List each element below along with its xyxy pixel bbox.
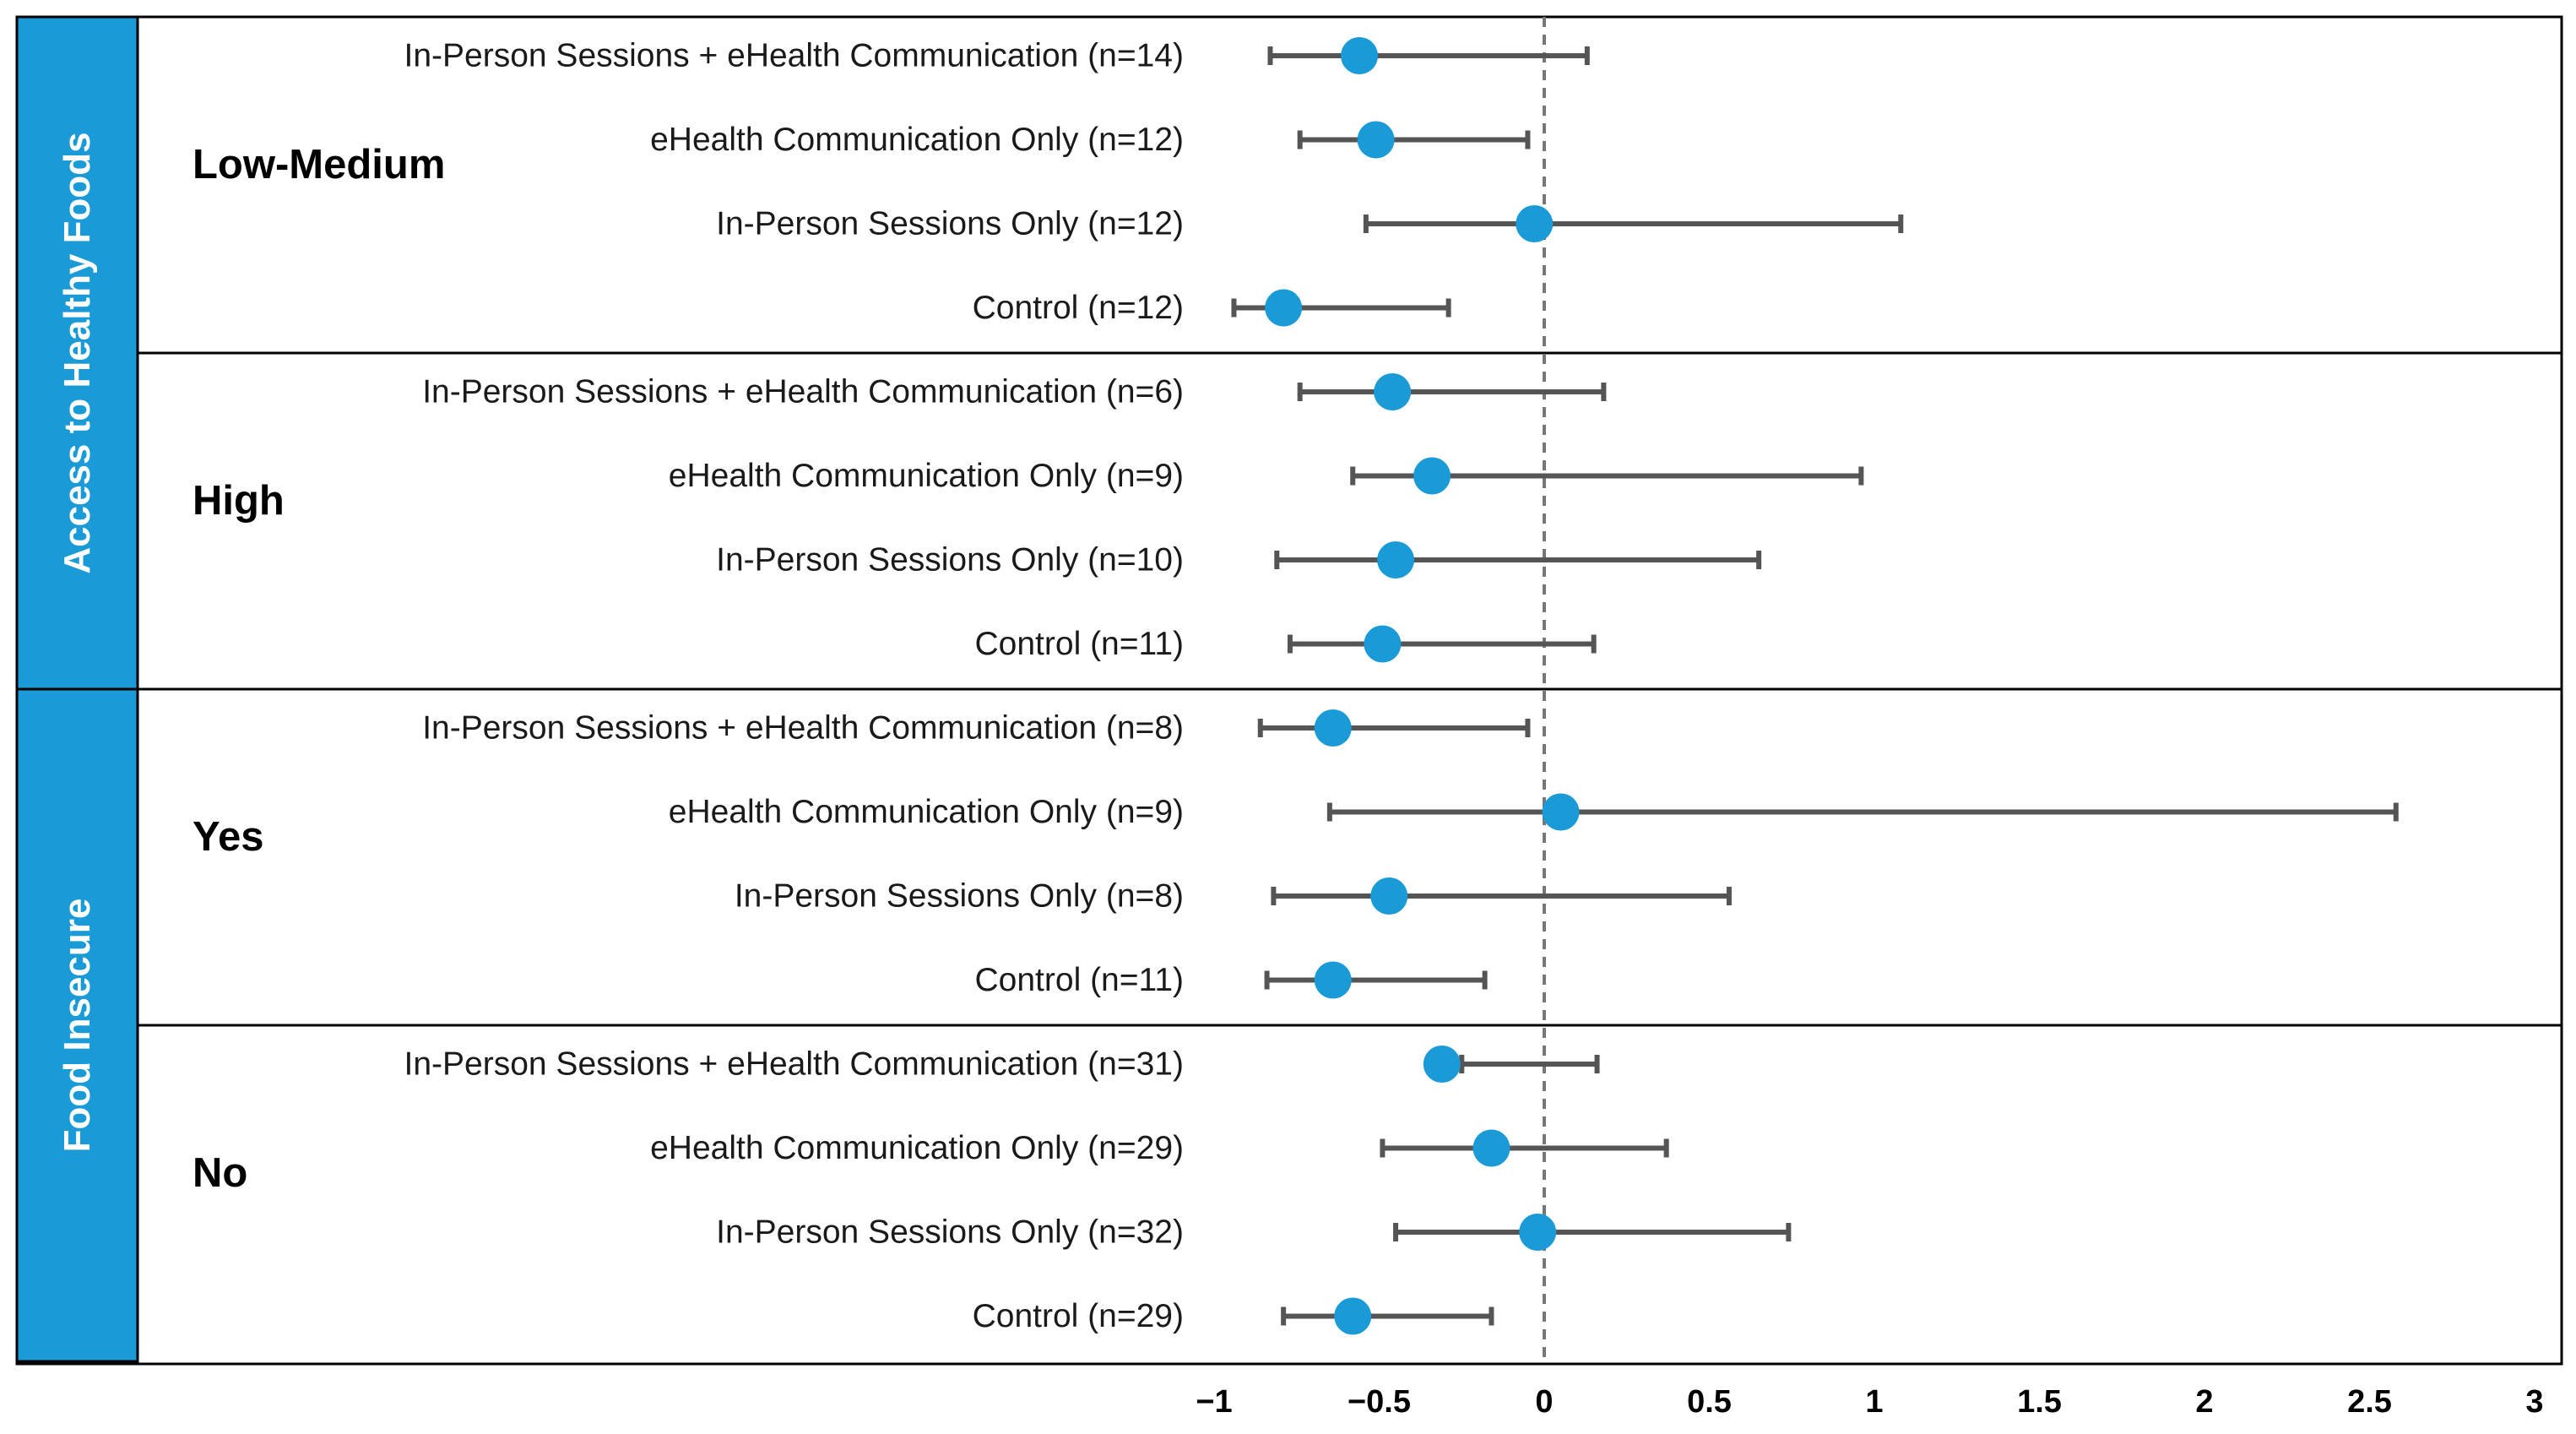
row-label: In-Person Sessions + eHealth Communicati… [404, 1046, 1184, 1083]
row-label: In-Person Sessions + eHealth Communicati… [422, 374, 1184, 410]
row-label: In-Person Sessions Only (n=32) [716, 1214, 1184, 1251]
estimate-point [1374, 373, 1412, 410]
x-tick-label: 2 [2195, 1384, 2213, 1420]
row-label: In-Person Sessions Only (n=12) [716, 206, 1184, 242]
estimate-point [1472, 1129, 1510, 1167]
x-tick-label: −1 [1196, 1384, 1232, 1420]
x-tick-label: 0 [1535, 1384, 1553, 1420]
row-label: Control (n=12) [973, 290, 1184, 326]
row-label: In-Person Sessions Only (n=10) [716, 542, 1184, 578]
group-label: Food Insecure [57, 899, 98, 1153]
estimate-point [1357, 121, 1395, 159]
estimate-point [1519, 1214, 1557, 1251]
estimate-point [1370, 877, 1408, 915]
row-label: eHealth Communication Only (n=9) [669, 458, 1184, 494]
x-tick-label: 0.5 [1687, 1384, 1732, 1420]
estimate-point [1423, 1046, 1461, 1083]
estimate-point [1334, 1297, 1372, 1335]
row-label: In-Person Sessions + eHealth Communicati… [422, 710, 1184, 747]
estimate-point [1314, 709, 1352, 747]
subgroup-label: High [193, 478, 285, 524]
x-tick-label: 1.5 [2017, 1384, 2062, 1420]
estimate-point [1265, 289, 1303, 327]
subgroup-label: Low-Medium [193, 142, 445, 187]
row-label: In-Person Sessions Only (n=8) [735, 878, 1184, 915]
estimate-point [1364, 625, 1402, 663]
row-label: eHealth Communication Only (n=9) [669, 794, 1184, 830]
estimate-point [1516, 205, 1554, 242]
x-tick-label: 3 [2525, 1384, 2543, 1420]
estimate-point [1413, 457, 1451, 495]
subgroup-label: Yes [193, 814, 263, 860]
row-label: In-Person Sessions + eHealth Communicati… [404, 38, 1184, 74]
subgroup-label: No [193, 1150, 247, 1196]
row-label: Control (n=29) [973, 1298, 1184, 1334]
row-label: Control (n=11) [975, 962, 1184, 998]
x-tick-label: 2.5 [2347, 1384, 2392, 1420]
row-label: eHealth Communication Only (n=12) [650, 122, 1184, 158]
group-label: Access to Healthy Foods [57, 132, 98, 573]
row-label: Control (n=11) [975, 626, 1184, 662]
x-tick-label: 1 [1865, 1384, 1883, 1420]
group-band-1 [15, 687, 139, 1363]
estimate-point [1377, 541, 1415, 578]
x-tick-label: −0.5 [1348, 1384, 1411, 1420]
estimate-point [1314, 961, 1352, 999]
estimate-point [1341, 37, 1379, 74]
estimate-point [1542, 793, 1580, 831]
row-label: eHealth Communication Only (n=29) [650, 1130, 1184, 1166]
